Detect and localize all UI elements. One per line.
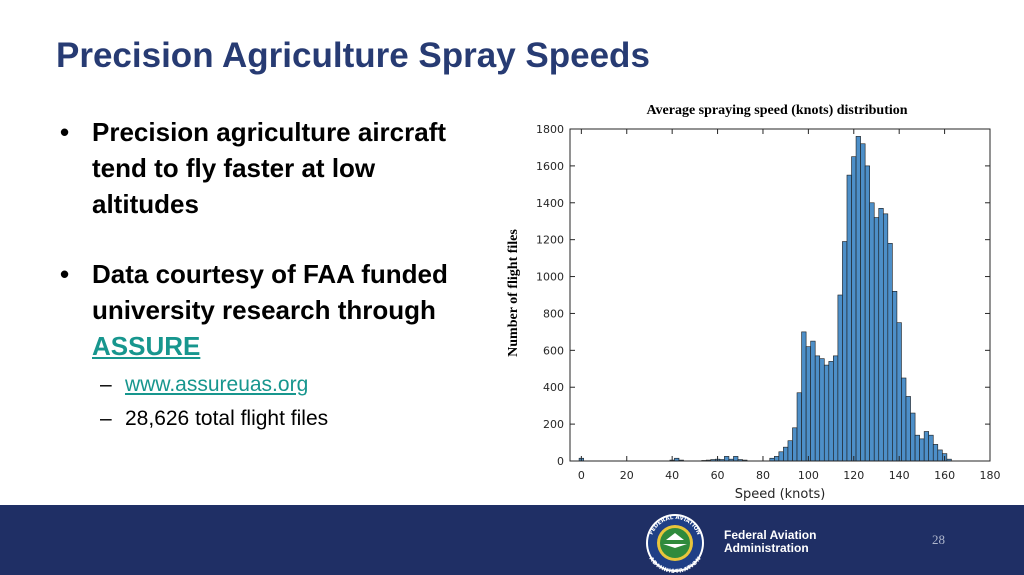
histogram-bar xyxy=(905,396,911,462)
histogram-bar xyxy=(882,213,889,462)
y-tick-label: 1400 xyxy=(536,197,564,210)
histogram-bar xyxy=(842,241,848,462)
histogram-bar xyxy=(851,156,857,462)
x-axis-label: Speed (knots) xyxy=(735,487,826,502)
histogram-bar xyxy=(910,412,916,462)
histogram-bar xyxy=(855,136,861,462)
histogram-bar xyxy=(805,346,811,462)
histogram-bar xyxy=(937,449,943,462)
histogram-bar xyxy=(873,217,880,462)
x-tick-label: 180 xyxy=(980,469,1001,482)
bullet-dot-icon: • xyxy=(60,259,70,289)
bullet-item: • Precision agriculture aircraft tend to… xyxy=(60,114,460,222)
histogram-bar xyxy=(932,444,939,462)
histogram-bar xyxy=(864,165,870,462)
y-tick-label: 800 xyxy=(543,307,564,320)
histogram-chart: 0 200 400 600 800 1000 1200 1400 1600 1800 0 20 40 60… xyxy=(536,123,1001,502)
y-tick-label: 1600 xyxy=(536,160,564,173)
x-tick-label: 20 xyxy=(620,469,634,482)
x-tick-label: 120 xyxy=(843,469,864,482)
page-number: 28 xyxy=(932,532,945,547)
slide-title: Precision Agriculture Spray Speeds xyxy=(56,36,650,75)
x-tick-label: 140 xyxy=(889,469,910,482)
y-axis-label: Number of flight files xyxy=(506,229,521,357)
y-tick-label: 400 xyxy=(543,381,564,394)
flight-files-count: 28,626 total flight files xyxy=(125,407,329,430)
faa-name-line1: Federal Aviation xyxy=(724,528,817,542)
dash-icon: – xyxy=(100,407,112,430)
plot-background xyxy=(570,129,990,461)
faa-name-line2: Administration xyxy=(724,541,809,555)
histogram-bar xyxy=(792,427,798,462)
sub-bullet-item: – 28,626 total flight files xyxy=(60,402,460,436)
histogram-bar xyxy=(724,456,730,462)
histogram-bar xyxy=(923,431,930,462)
histogram-bar xyxy=(833,355,839,462)
histogram-bar xyxy=(914,434,920,462)
histogram-bar xyxy=(919,438,925,462)
sub-bullet-item: – www.assureuas.org xyxy=(60,368,460,402)
histogram-bar xyxy=(774,456,780,462)
histogram-bar xyxy=(869,202,875,462)
histogram-bar xyxy=(796,392,802,462)
histogram-bar xyxy=(887,243,893,462)
x-tick-label: 0 xyxy=(578,469,585,482)
x-tick-label: 160 xyxy=(934,469,955,482)
footer-bar xyxy=(0,505,1024,575)
bullet-list: • Precision agriculture aircraft tend to… xyxy=(60,114,460,436)
faa-seal-icon: FEDERAL AVIATION ADMINISTRATION xyxy=(646,514,704,573)
histogram-bar xyxy=(819,358,825,462)
y-tick-label: 1200 xyxy=(536,234,564,247)
histogram-bar xyxy=(896,322,902,462)
bullet-dot-icon: • xyxy=(60,117,70,147)
histogram-bar xyxy=(878,208,884,462)
histogram-bar xyxy=(928,434,934,462)
histogram-bar xyxy=(814,355,821,462)
x-tick-label: 100 xyxy=(798,469,819,482)
x-tick-label: 80 xyxy=(756,469,770,482)
y-tick-label: 200 xyxy=(543,418,564,431)
y-tick-label: 0 xyxy=(557,455,564,468)
histogram-bar xyxy=(778,451,784,462)
histogram-bar xyxy=(860,143,866,462)
histogram-bar xyxy=(901,377,907,462)
bullet-item: • Data courtesy of FAA funded university… xyxy=(60,256,460,364)
y-tick-label: 1800 xyxy=(536,123,564,136)
y-tick-label: 600 xyxy=(543,344,564,357)
histogram-bar xyxy=(846,174,852,462)
dash-icon: – xyxy=(100,373,112,396)
faa-name: Federal Aviation Administration xyxy=(724,529,816,555)
histogram-bar xyxy=(810,340,816,462)
assure-link[interactable]: ASSURE xyxy=(92,331,201,361)
histogram-bar xyxy=(823,364,830,462)
histogram-bar xyxy=(828,361,834,462)
chart-title: Average spraying speed (knots) distribut… xyxy=(646,103,908,118)
assure-website-link[interactable]: www.assureuas.org xyxy=(125,373,309,396)
bullet-text: Data courtesy of FAA funded university r… xyxy=(92,259,448,325)
histogram-bar xyxy=(892,291,898,462)
plot-frame xyxy=(569,128,991,462)
bullet-text: Precision agriculture aircraft tend to f… xyxy=(92,117,447,219)
histogram-bar xyxy=(801,331,807,462)
histogram-bar xyxy=(733,456,739,462)
y-tick-label: 1000 xyxy=(536,271,564,284)
x-tick-label: 40 xyxy=(665,469,679,482)
x-tick-label: 60 xyxy=(711,469,725,482)
histogram-bar xyxy=(837,294,843,462)
histogram-bar xyxy=(783,446,789,462)
histogram-bar xyxy=(787,440,793,462)
